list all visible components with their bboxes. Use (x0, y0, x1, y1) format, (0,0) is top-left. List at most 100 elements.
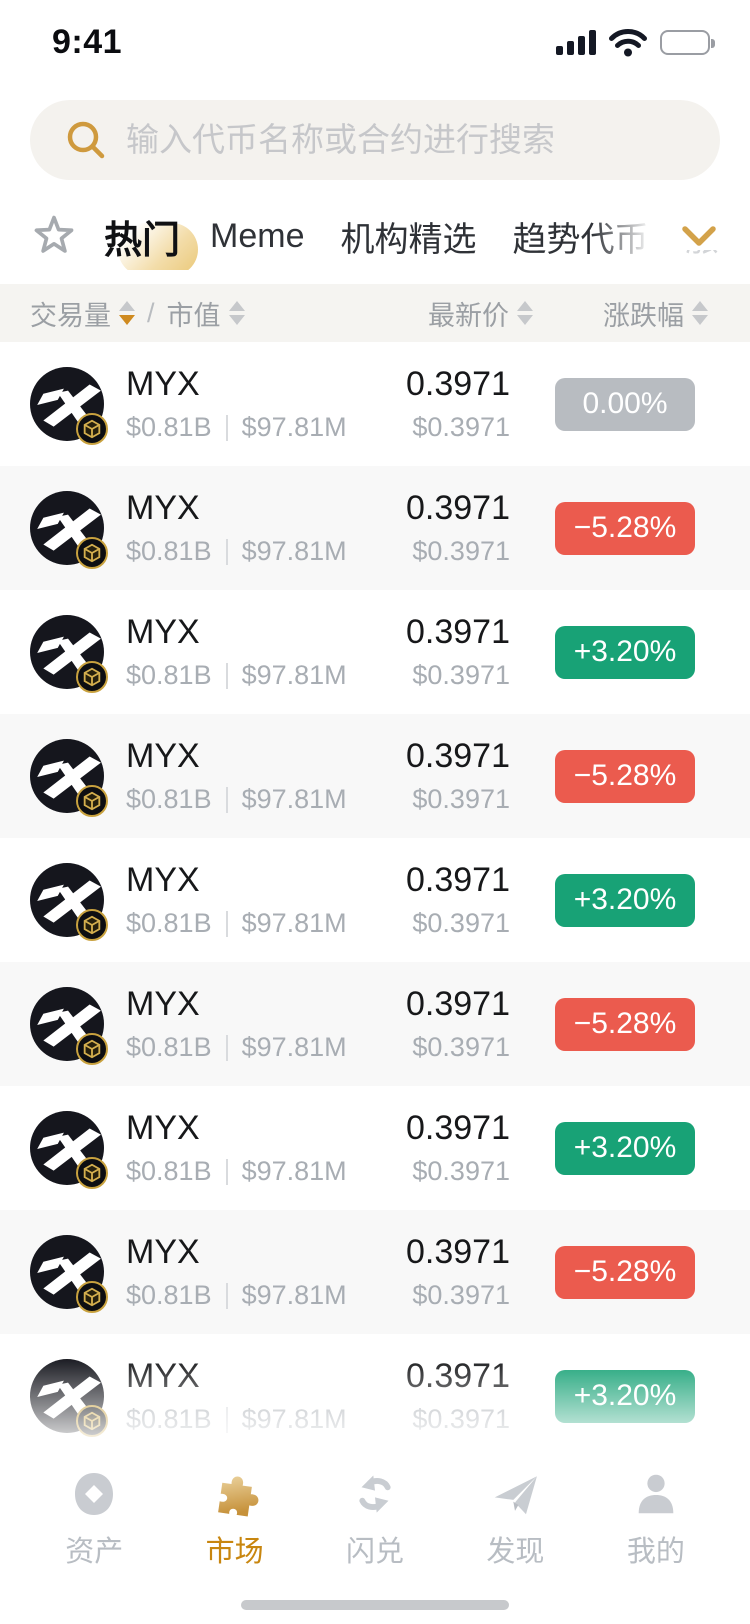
coin-price: 0.3971 (406, 1108, 510, 1147)
change-badge[interactable]: +3.20% (555, 1121, 695, 1175)
chain-badge-icon (76, 1033, 108, 1065)
coin-name: MYX (126, 612, 200, 651)
coin-price: 0.3971 (406, 364, 510, 403)
stats-divider (225, 910, 228, 937)
search-input[interactable] (126, 121, 692, 159)
coin-logo (30, 739, 108, 817)
change-badge[interactable]: −5.28% (555, 997, 695, 1051)
chain-badge-icon (76, 661, 108, 693)
change-badge[interactable]: +3.20% (555, 1369, 695, 1423)
stats-divider (225, 662, 228, 689)
table-row[interactable]: MYX $0.81B $97.81M 0.3971 $0.3971 −5.28% (0, 714, 750, 838)
change-badge[interactable]: +3.20% (555, 873, 695, 927)
table-row[interactable]: MYX $0.81B $97.81M 0.3971 $0.3971 0.00% (0, 342, 750, 466)
status-bar: 9:41 (0, 0, 750, 70)
puzzle-icon (207, 1466, 263, 1522)
search-icon (67, 121, 105, 159)
table-row[interactable]: MYX $0.81B $97.81M 0.3971 $0.3971 −5.28% (0, 1210, 750, 1334)
change-badge[interactable]: −5.28% (555, 1245, 695, 1299)
sort-volume[interactable]: 交易量 (30, 294, 135, 333)
tab-institution[interactable]: 机构精选 (340, 220, 477, 259)
table-row[interactable]: MYX $0.81B $97.81M 0.3971 $0.3971 +3.20% (0, 590, 750, 714)
coin-logo (30, 615, 108, 693)
coin-stats: $0.81B $97.81M (126, 784, 406, 815)
coin-logo (30, 987, 108, 1065)
stats-divider (225, 414, 228, 441)
myx-logo-icon (30, 491, 104, 565)
change-badge[interactable]: 0.00% (555, 377, 695, 431)
coin-price-usd: $0.3971 (412, 536, 510, 567)
nav-item-market[interactable]: 市场 (164, 1466, 304, 1624)
stats-divider (225, 1158, 228, 1185)
coin-volume: $0.81B (126, 1404, 212, 1435)
coin-price: 0.3971 (406, 984, 510, 1023)
chain-badge-icon (76, 785, 108, 817)
bottom-nav: 资产 市场 闪兑 (0, 1456, 750, 1624)
coin-volume: $0.81B (126, 1032, 212, 1063)
coin-volume: $0.81B (126, 1280, 212, 1311)
coin-market-cap: $97.81M (241, 536, 347, 567)
coin-logo (30, 1111, 108, 1189)
coin-name: MYX (126, 364, 200, 403)
wifi-icon (608, 27, 648, 57)
coin-logo (30, 863, 108, 941)
coin-price-usd: $0.3971 (412, 412, 510, 443)
coin-stats: $0.81B $97.81M (126, 908, 406, 939)
coin-price-usd: $0.3971 (412, 1156, 510, 1187)
table-row[interactable]: MYX $0.81B $97.81M 0.3971 $0.3971 +3.20% (0, 1334, 750, 1458)
coin-name: MYX (126, 860, 200, 899)
signal-icon (556, 29, 596, 55)
tab-hot[interactable]: 热门 (104, 209, 199, 270)
coin-volume: $0.81B (126, 908, 212, 939)
coin-volume: $0.81B (126, 784, 212, 815)
sort-arrows-icon (517, 301, 533, 325)
coin-stats: $0.81B $97.81M (126, 412, 406, 443)
coin-name: MYX (126, 488, 200, 527)
nav-item-assets[interactable]: 资产 (24, 1466, 164, 1624)
table-row[interactable]: MYX $0.81B $97.81M 0.3971 $0.3971 +3.20% (0, 1086, 750, 1210)
myx-logo-icon (30, 1235, 104, 1309)
change-badge[interactable]: −5.28% (555, 749, 695, 803)
sort-market-cap[interactable]: 市值 (167, 294, 245, 333)
star-icon[interactable] (30, 212, 78, 260)
coin-name: MYX (126, 1108, 200, 1147)
stats-divider (225, 786, 228, 813)
category-tabs: 热门 Meme 机构精选 趋势代币 涨 (0, 202, 750, 270)
coin-market-cap: $97.81M (241, 1032, 347, 1063)
coin-stats: $0.81B $97.81M (126, 1404, 406, 1435)
coin-price-usd: $0.3971 (412, 1280, 510, 1311)
coin-price: 0.3971 (406, 860, 510, 899)
coin-name: MYX (126, 1356, 200, 1395)
coin-price: 0.3971 (406, 488, 510, 527)
stats-divider (225, 1406, 228, 1433)
change-badge[interactable]: −5.28% (555, 501, 695, 555)
chain-badge-icon (76, 413, 108, 445)
sort-header: 交易量 / 市值 最新价 涨跌幅 (0, 284, 750, 342)
nav-item-swap[interactable]: 闪兑 (305, 1466, 445, 1624)
myx-logo-icon (30, 615, 104, 689)
stats-divider (225, 1282, 228, 1309)
tab-meme[interactable]: Meme (210, 216, 305, 255)
coin-volume: $0.81B (126, 412, 212, 443)
coin-stats: $0.81B $97.81M (126, 660, 406, 691)
status-time: 9:41 (52, 22, 123, 61)
coin-stats: $0.81B $97.81M (126, 1156, 406, 1187)
chevron-down-icon[interactable] (672, 222, 720, 250)
sort-price[interactable]: 最新价 (428, 294, 533, 333)
tab-trending[interactable]: 趋势代币 (512, 220, 649, 259)
sort-change[interactable]: 涨跌幅 (603, 294, 708, 333)
coin-price: 0.3971 (406, 736, 510, 775)
nav-item-discover[interactable]: 发现 (445, 1466, 585, 1624)
change-badge[interactable]: +3.20% (555, 625, 695, 679)
table-row[interactable]: MYX $0.81B $97.81M 0.3971 $0.3971 −5.28% (0, 466, 750, 590)
table-row[interactable]: MYX $0.81B $97.81M 0.3971 $0.3971 +3.20% (0, 838, 750, 962)
home-indicator[interactable] (241, 1600, 509, 1610)
table-row[interactable]: MYX $0.81B $97.81M 0.3971 $0.3971 −5.28% (0, 962, 750, 1086)
coin-price-usd: $0.3971 (412, 908, 510, 939)
nav-item-profile[interactable]: 我的 (586, 1466, 726, 1624)
coin-price: 0.3971 (406, 1232, 510, 1271)
sort-arrows-icon (692, 301, 708, 325)
sort-arrows-icon (119, 301, 135, 325)
coin-volume: $0.81B (126, 1156, 212, 1187)
search-bar[interactable] (30, 100, 720, 180)
